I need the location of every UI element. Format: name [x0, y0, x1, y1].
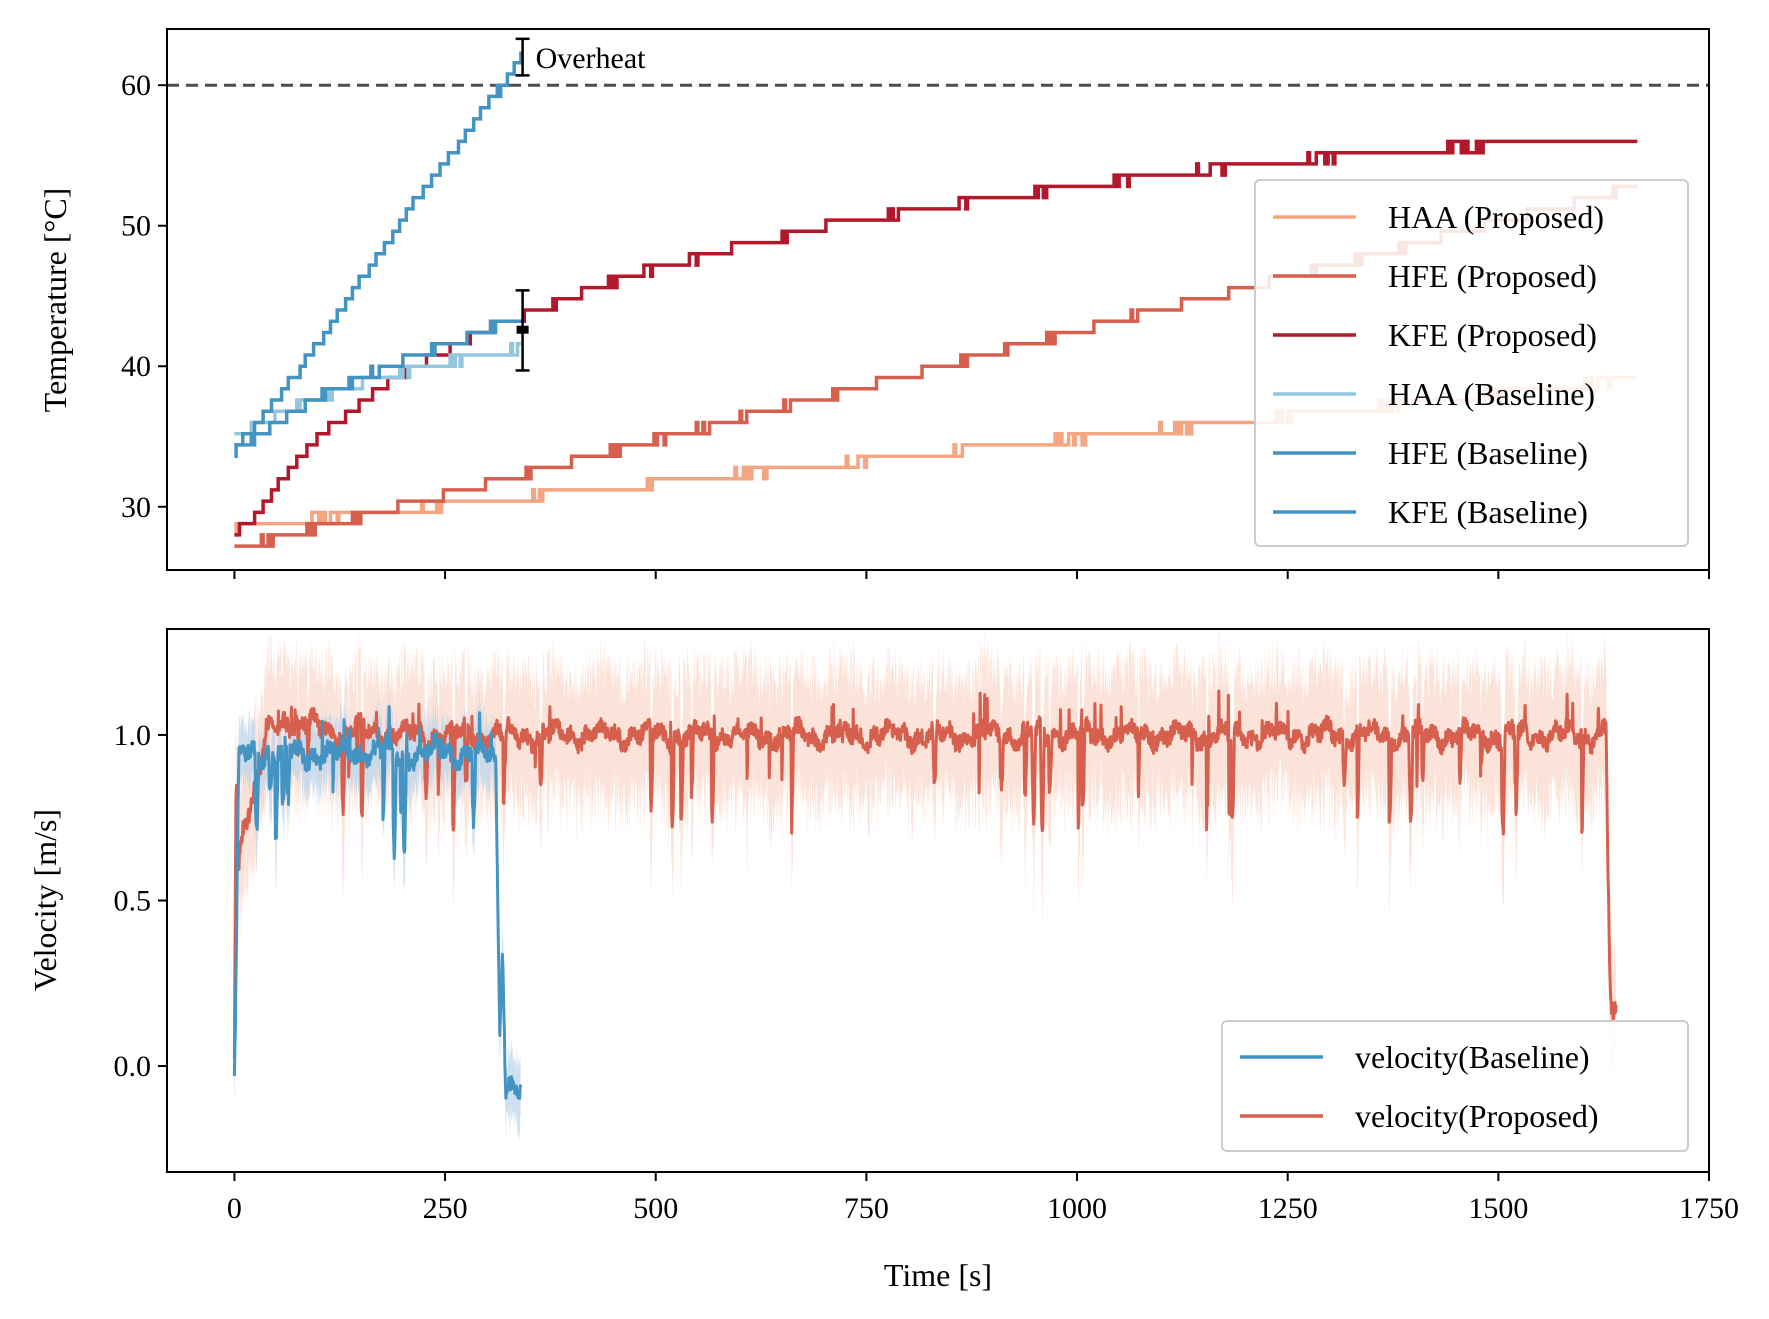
- temperature-legend-box: [1254, 179, 1689, 547]
- velocity-panel: 0 250 500 750 1000 1250 1500 1750 0.0 0.5 1.0 Velo…: [27, 628, 1740, 1293]
- velocity-ticks: 0 250 500 750 1000 1250 1500 1750 0.0 0.5 1.0: [114, 719, 1740, 1225]
- velocity-legend: velocity(Baseline) velocity(Proposed): [1221, 1020, 1689, 1152]
- overheat-annotations: Overheat: [515, 37, 647, 372]
- time-x-tick-label: 1250: [1258, 1192, 1318, 1225]
- temperature-legend: HAA (Proposed) HFE (Proposed) KFE (Propose…: [1254, 179, 1689, 547]
- legend-label-hfe-baseline: HFE (Baseline): [1388, 435, 1588, 471]
- time-x-tick-label: 500: [633, 1192, 678, 1225]
- time-x-tick-label: 1750: [1679, 1192, 1739, 1225]
- time-x-axis-label: Time [s]: [884, 1257, 992, 1293]
- legend-label-velocity-baseline: velocity(Baseline): [1355, 1039, 1590, 1075]
- time-x-tick-label: 1500: [1468, 1192, 1528, 1225]
- legend-label-haa-baseline: HAA (Baseline): [1388, 376, 1595, 412]
- time-x-tick-label: 0: [227, 1192, 242, 1225]
- velocity-band-proposed: [234, 629, 1617, 1114]
- legend-label-kfe-proposed: KFE (Proposed): [1388, 317, 1597, 353]
- temperature-y-tick-label: 50: [121, 210, 151, 243]
- overheat-label: Overheat: [536, 42, 647, 75]
- legend-label-haa-proposed: HAA (Proposed): [1388, 199, 1604, 235]
- velocity-line-proposed: [232, 689, 1618, 1059]
- velocity-band-baseline: [234, 666, 521, 1146]
- velocity-line-baseline: [232, 705, 523, 1100]
- legend-label-kfe-baseline: KFE (Baseline): [1388, 494, 1588, 530]
- temperature-y-axis-label: Temperature [°C]: [37, 188, 73, 413]
- velocity-legend-box: [1221, 1020, 1689, 1152]
- velocity-y-tick-label: 0.5: [114, 885, 152, 918]
- baseline-error-bar: [515, 289, 530, 372]
- time-x-tick-label: 1000: [1047, 1192, 1107, 1225]
- velocity-y-tick-label: 1.0: [114, 719, 152, 752]
- velocity-y-axis-label: Velocity [m/s]: [27, 809, 63, 991]
- temperature-y-tick-label: 40: [121, 350, 151, 383]
- temperature-ticks: 30 40 50 60: [121, 69, 1710, 579]
- temperature-y-tick-label: 30: [121, 491, 151, 524]
- time-x-tick-label: 750: [844, 1192, 889, 1225]
- velocity-plot-area: [232, 629, 1618, 1146]
- velocity-y-tick-label: 0.0: [114, 1050, 152, 1083]
- temperature-axes-frame: [166, 28, 1710, 571]
- temperature-line-hfe-baseline: [234, 319, 521, 447]
- time-x-tick-label: 250: [423, 1192, 468, 1225]
- legend-label-velocity-proposed: velocity(Proposed): [1355, 1098, 1599, 1134]
- temperature-line-kfe-baseline: [234, 51, 523, 458]
- temperature-panel: 30 40 50 60 Temperature [°C] Overheat HAA (…: [37, 28, 1710, 579]
- temperature-y-tick-label: 60: [121, 69, 151, 102]
- legend-label-hfe-proposed: HFE (Proposed): [1388, 258, 1597, 294]
- overheat-error-bar: [515, 37, 530, 77]
- temperature-line-kfe-proposed: [234, 139, 1638, 537]
